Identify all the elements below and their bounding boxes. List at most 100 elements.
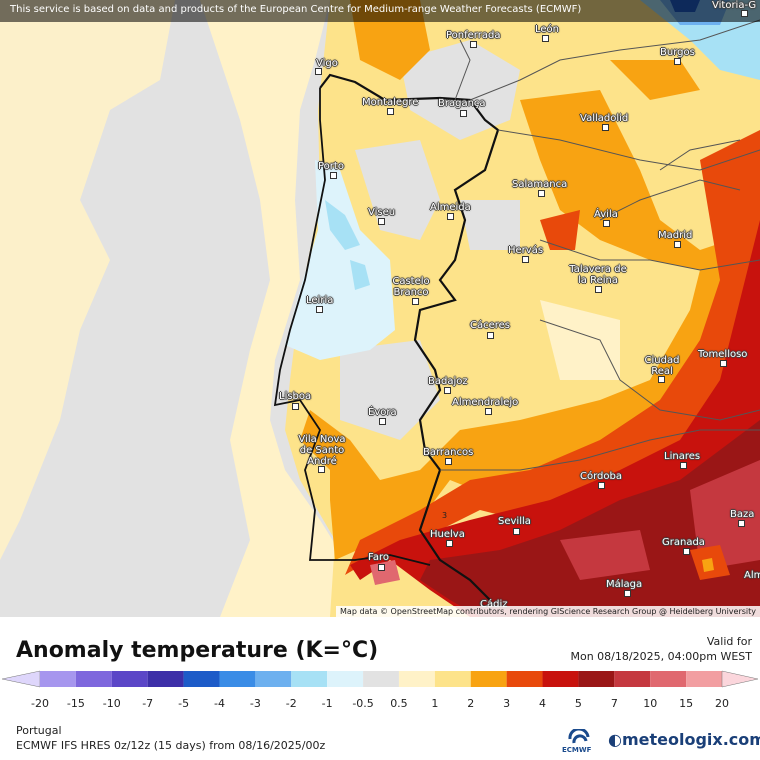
legend-tick-label: -1 (321, 697, 333, 710)
city-label-vigo[interactable]: Vigo (316, 58, 338, 69)
legend-tick-label: -0.5 (352, 697, 374, 710)
legend-swatch (506, 671, 543, 687)
meteologix-logo[interactable]: ◐meteologix.com (608, 730, 760, 749)
legend-swatch (147, 671, 184, 687)
city-label-badajoz[interactable]: Badajoz (428, 376, 468, 387)
city-label-almeida[interactable]: Almeida (430, 202, 471, 213)
region-label: Portugal (16, 724, 62, 737)
city-marker (447, 213, 454, 220)
city-label-leiria[interactable]: Leiria (306, 295, 334, 306)
city-marker (674, 241, 681, 248)
city-marker (522, 256, 529, 263)
city-label-almendralejo[interactable]: Almendralejo (452, 397, 519, 408)
city-label-cadiz[interactable]: Cádiz (480, 599, 508, 610)
city-label-hervas[interactable]: Hervás (508, 245, 544, 256)
legend-tick-label: 15 (679, 697, 694, 710)
city-label-barrancos[interactable]: Barrancos (423, 447, 474, 458)
city-label-vitoria[interactable]: Vitoria-G (712, 0, 757, 11)
city-label-faro[interactable]: Faro (368, 552, 389, 563)
city-label-valladolid[interactable]: Valladolid (580, 113, 629, 124)
city-marker (485, 408, 492, 415)
legend-tick-label: 5 (574, 697, 582, 710)
city-label-vila-nova-de-santo-andre[interactable]: Vila Nova de Santo André (298, 434, 346, 467)
city-label-braganca[interactable]: Bragança (438, 98, 486, 109)
legend-swatch (398, 671, 435, 687)
city-label-talavera[interactable]: Talavera de la Reina (569, 264, 627, 286)
city-label-viseu[interactable]: Viseu (368, 207, 396, 218)
ecmwf-logo-icon (568, 729, 590, 744)
legend-swatch (650, 671, 687, 687)
ecmwf-notice-banner: This service is based on data and produc… (0, 0, 760, 22)
legend-swatch (219, 671, 256, 687)
city-marker (674, 58, 681, 65)
city-marker (460, 110, 467, 117)
city-marker (446, 540, 453, 547)
city-label-burgos[interactable]: Burgos (660, 47, 695, 58)
city-label-porto[interactable]: Porto (318, 161, 344, 172)
city-label-malaga[interactable]: Málaga (606, 579, 643, 590)
city-label-caceres[interactable]: Cáceres (470, 320, 511, 331)
legend-swatch (434, 671, 471, 687)
legend-swatch (578, 671, 615, 687)
city-label-salamanca[interactable]: Salamanca (512, 179, 568, 190)
city-marker (387, 108, 394, 115)
city-label-montalegre[interactable]: Montalegre (362, 97, 419, 108)
city-label-evora[interactable]: Évora (368, 407, 397, 418)
city-marker (318, 466, 325, 473)
legend-cap-right (721, 670, 759, 688)
meteologix-logo-icon: ◐ (608, 730, 622, 749)
city-label-granada[interactable]: Granada (662, 537, 705, 548)
city-label-sevilla[interactable]: Sevilla (498, 516, 531, 527)
city-label-baza[interactable]: Baza (730, 509, 755, 520)
legend-tick-label: -15 (66, 697, 85, 710)
city-label-alm[interactable]: Alm (744, 570, 760, 581)
legend-tick-label: -5 (178, 697, 190, 710)
city-label-lisboa[interactable]: Lisboa (279, 391, 312, 402)
city-label-linares[interactable]: Linares (664, 451, 701, 462)
legend-cap-left (1, 670, 41, 688)
legend-tick-label: 0.5 (390, 697, 408, 710)
city-marker (330, 172, 337, 179)
map-area[interactable]: This service is based on data and produc… (0, 0, 760, 617)
legend-panel: Anomaly temperature (K=°C) Valid for Mon… (0, 617, 760, 760)
legend-tick-label: 20 (715, 697, 729, 710)
city-label-ponferrada[interactable]: Ponferrada (446, 30, 501, 41)
city-marker (595, 286, 602, 293)
legend-tick-label: -2 (285, 697, 297, 710)
city-label-leon[interactable]: León (535, 24, 560, 35)
legend-swatch (75, 671, 112, 687)
legend-swatch (40, 671, 76, 687)
city-label-ciudad-real[interactable]: Ciudad Real (644, 355, 680, 377)
legend-swatch (470, 671, 507, 687)
legend-tick-label: -20 (31, 697, 49, 710)
legend-swatch (363, 671, 399, 687)
map-attribution: Map data © OpenStreetMap contributors, r… (336, 606, 760, 617)
legend-swatch (686, 671, 722, 687)
contour-value-label: 3 (442, 511, 448, 520)
legend-tick-label: -3 (249, 697, 261, 710)
legend-tick-label: -7 (142, 697, 154, 710)
legend-tick-label: 7 (610, 697, 618, 710)
city-label-tomelloso[interactable]: Tomelloso (698, 349, 748, 360)
city-label-avila[interactable]: Ávila (594, 209, 618, 220)
city-marker (738, 520, 745, 527)
legend-tick-label: 10 (643, 697, 658, 710)
city-label-castelo-branco[interactable]: Castelo Branco (392, 276, 430, 298)
legend-swatch (183, 671, 220, 687)
city-marker (624, 590, 631, 597)
legend-swatch (255, 671, 292, 687)
city-marker (602, 124, 609, 131)
city-marker (538, 190, 545, 197)
legend-tick-label: -10 (102, 697, 121, 710)
valid-label: Valid for (706, 635, 752, 648)
city-label-huelva[interactable]: Huelva (430, 529, 465, 540)
legend-swatch (542, 671, 579, 687)
city-label-madrid[interactable]: Madrid (658, 230, 693, 241)
city-marker (315, 68, 322, 75)
city-label-cordoba[interactable]: Córdoba (580, 471, 622, 482)
city-marker (658, 376, 665, 383)
valid-datetime: Mon 08/18/2025, 04:00pm WEST (570, 650, 752, 663)
city-marker (412, 298, 419, 305)
model-run-info: ECMWF IFS HRES 0z/12z (15 days) from 08/… (16, 739, 326, 752)
temperature-anomaly-map (0, 0, 760, 617)
